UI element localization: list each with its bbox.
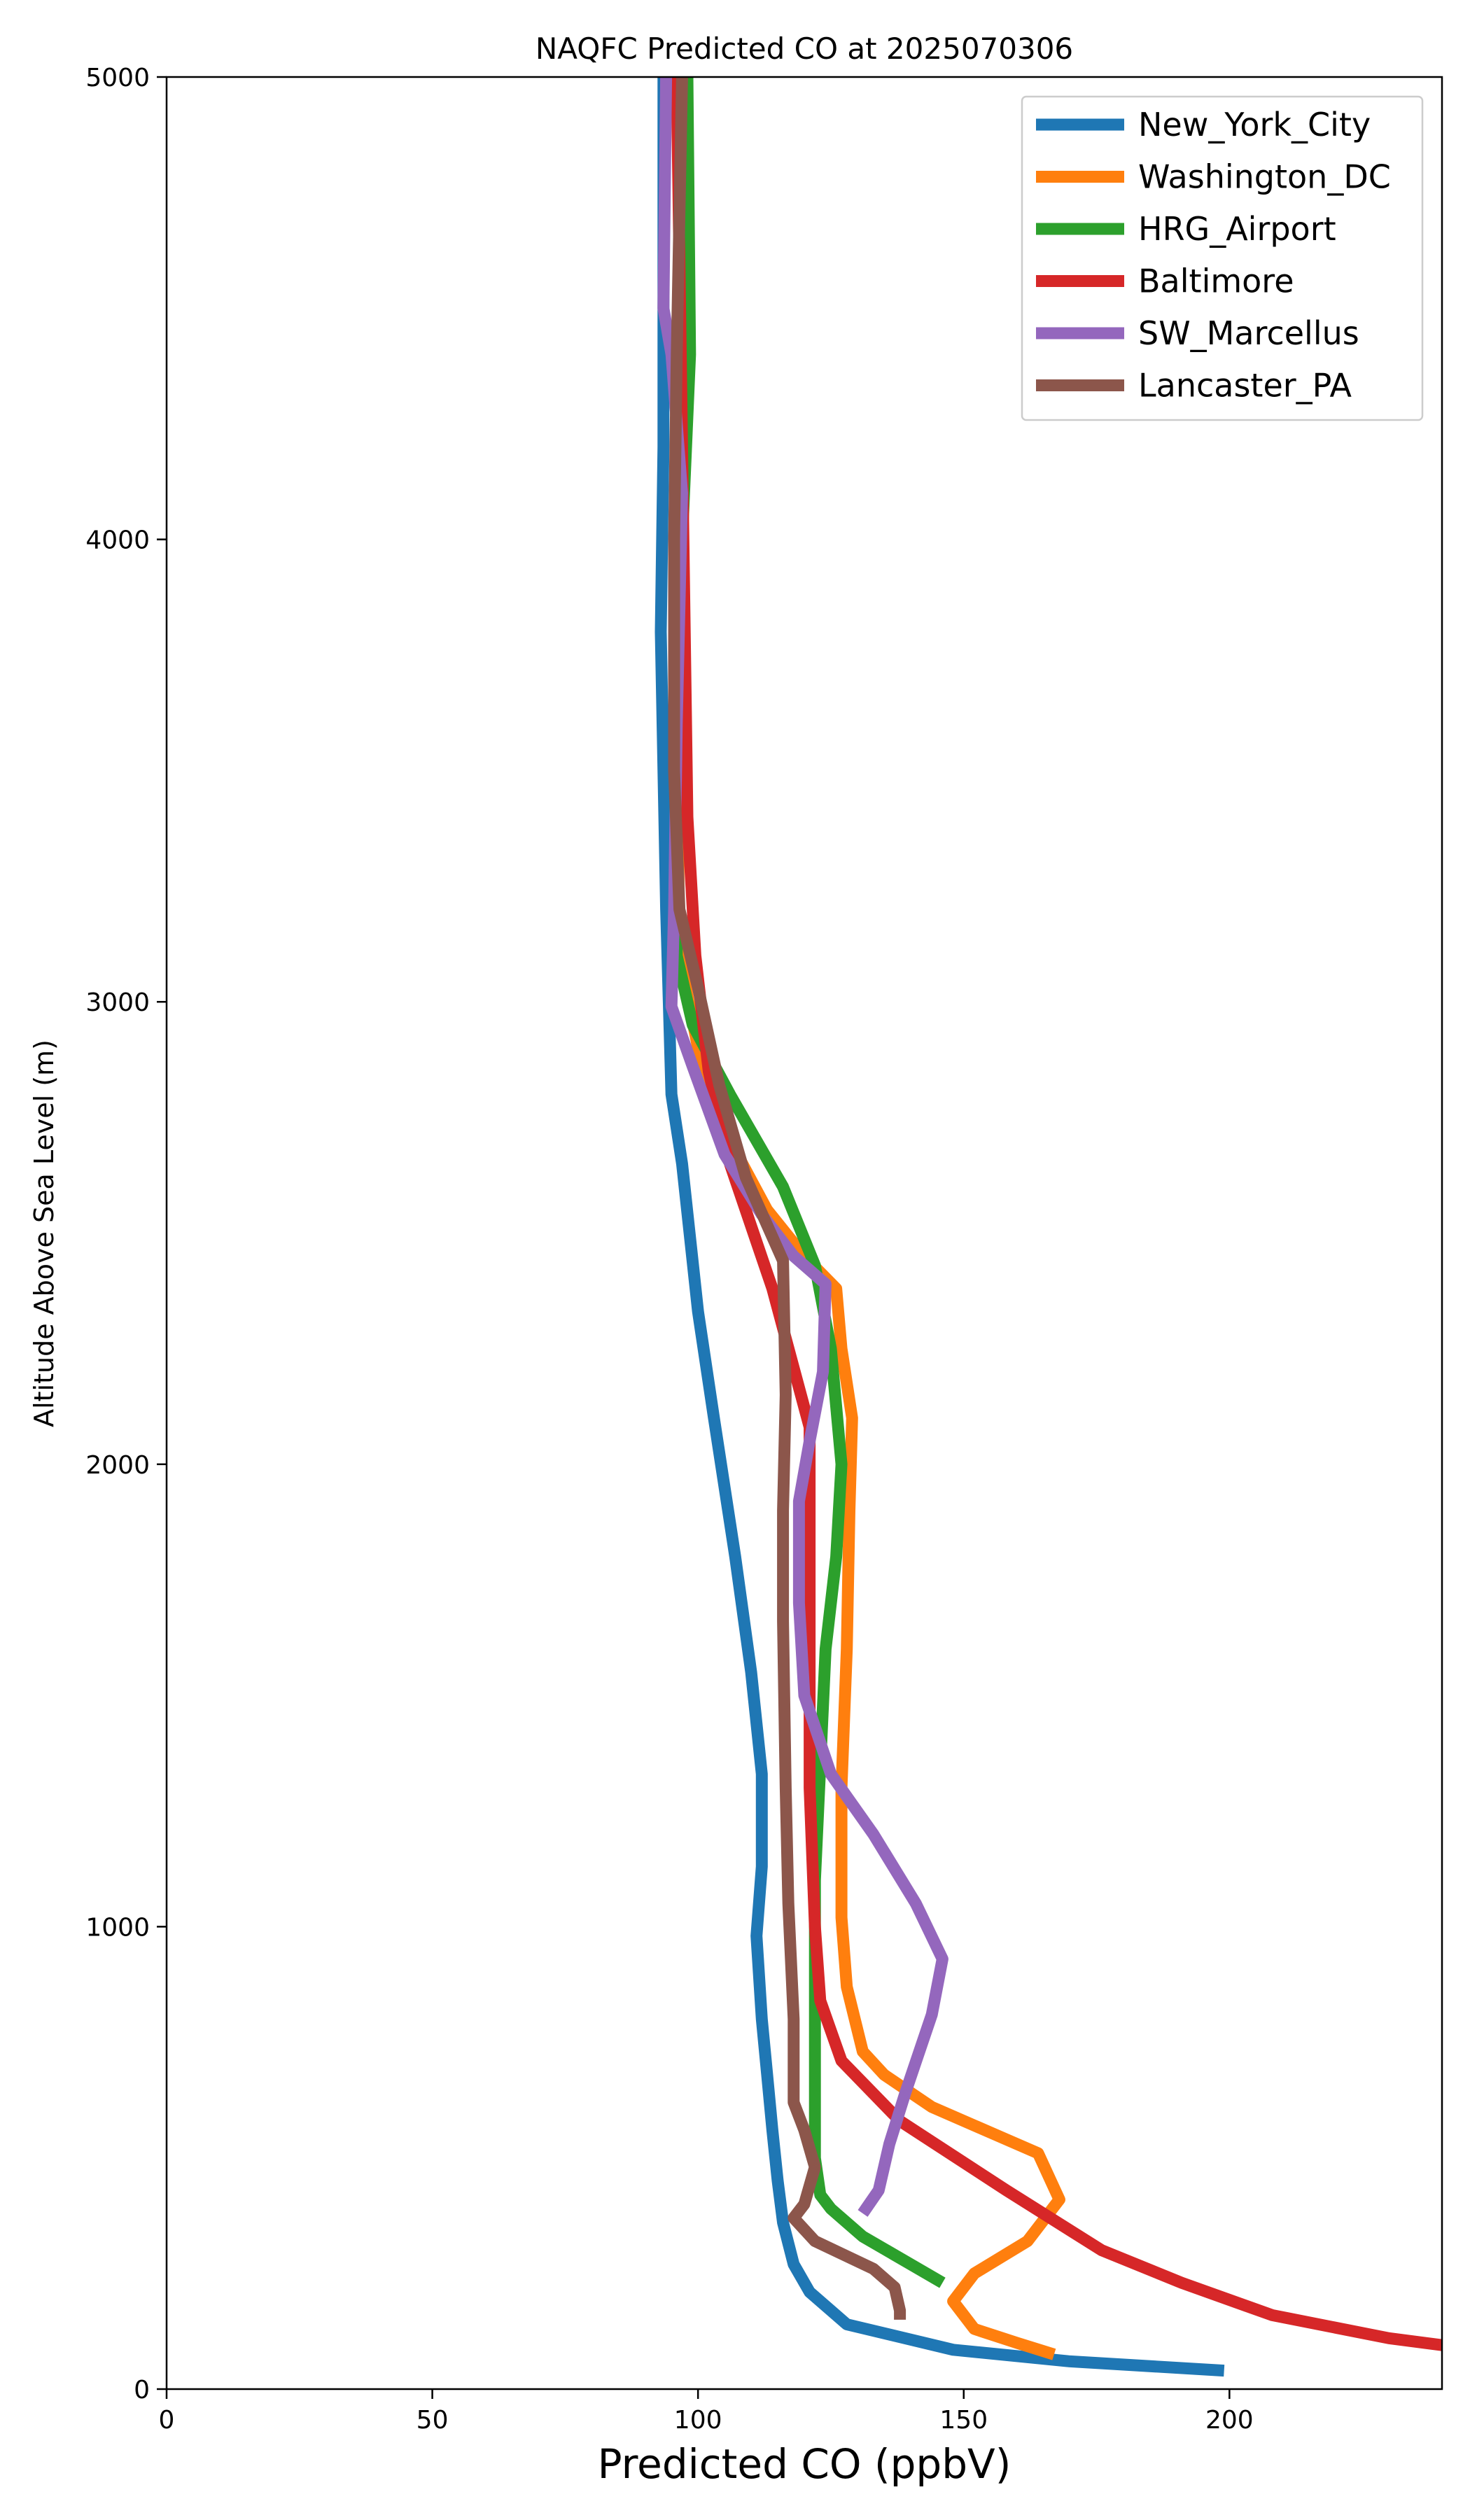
x-tick-label: 50 [416, 2406, 449, 2435]
y-tick-label: 4000 [85, 526, 150, 555]
y-tick-label: 2000 [85, 1451, 150, 1480]
y-tick-label: 5000 [85, 64, 150, 92]
legend: New_York_City Washington_DC HRG_Airport Bal… [1021, 95, 1424, 421]
axis-layer [165, 76, 1443, 2390]
x-tick-label: 100 [674, 2406, 722, 2435]
y-tick-label: 1000 [85, 1913, 150, 1942]
chart-title: NAQFC Predicted CO at 2025070306 [536, 31, 1073, 66]
series-line-baltimore [671, 77, 1442, 2351]
series-layer [654, 77, 1442, 2377]
series-line-lancaster-pa [668, 77, 906, 2320]
legend-label-washington-dc: Washington_DC [1138, 158, 1391, 196]
legend-label-hrg-airport: HRG_Airport [1138, 210, 1336, 248]
x-tick-label: 150 [939, 2406, 988, 2435]
legend-label-lancaster-pa: Lancaster_PA [1138, 367, 1352, 405]
y-tick-label: 0 [134, 2376, 150, 2404]
x-tick-label: 0 [159, 2406, 175, 2435]
x-axis-label: Predicted CO (ppbV) [598, 2440, 1011, 2488]
x-tick-label: 200 [1205, 2406, 1254, 2435]
legend-label-new-york-city: New_York_City [1138, 106, 1371, 144]
series-line-new-york-city [654, 77, 1225, 2377]
plot-frame [165, 76, 1443, 2390]
legend-label-sw-marcellus: SW_Marcellus [1138, 314, 1359, 352]
legend-label-baltimore: Baltimore [1138, 262, 1294, 300]
y-tick-label: 3000 [85, 988, 150, 1017]
y-axis-label: Altitude Above Sea Level (m) [29, 1040, 59, 1427]
